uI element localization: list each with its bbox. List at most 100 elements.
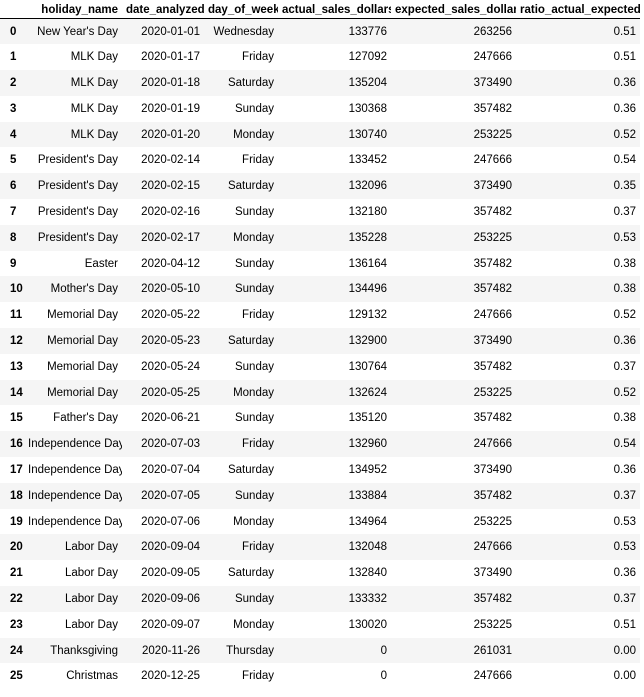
expected-sales-cell: 357482 — [473, 102, 512, 115]
index-header — [0, 0, 24, 19]
actual-sales-cell: 134496 — [348, 283, 387, 296]
day-of-week-cell: Friday — [242, 438, 274, 451]
date-analyzed-cell: 2020-06-21 — [141, 412, 200, 425]
ratio-cell: 0.00 — [613, 670, 636, 683]
date-analyzed-cell: 2020-01-18 — [141, 76, 200, 89]
day-of-week-cell: Saturday — [227, 334, 274, 347]
ratio-cell: 0.53 — [613, 541, 636, 554]
table-row: 16 Independence Day 2020-07-03 Friday 132960… — [0, 431, 640, 458]
ratio-cell: 0.36 — [613, 102, 636, 115]
table-row: 5 President's Day 2020-02-14 Friday 133452 24… — [0, 147, 640, 174]
actual-sales-cell: 134964 — [348, 515, 387, 528]
table-header: holiday_name date_analyzed day_of_week a… — [0, 0, 640, 19]
ratio-cell: 0.37 — [613, 489, 636, 502]
holiday-name-cell: Easter — [84, 257, 118, 270]
table-row: 3 MLK Day 2020-01-19 Sunday 130368 357482 0.36 — [0, 95, 640, 122]
expected-sales-cell: 253225 — [473, 128, 512, 141]
ratio-cell: 0.36 — [613, 334, 636, 347]
table-row: 19 Independence Day 2020-07-06 Monday 134964… — [0, 508, 640, 535]
day-of-week-cell: Sunday — [234, 412, 274, 425]
actual-sales-cell: 133884 — [348, 489, 387, 502]
table-row: 24 Thanksgiving 2020-11-26 Thursday 0 261031 0… — [0, 637, 640, 664]
date-analyzed-cell: 2020-07-05 — [141, 489, 200, 502]
actual-sales-cell: 130764 — [348, 360, 387, 373]
ratio-cell: 0.51 — [613, 51, 636, 64]
expected-sales-cell: 247666 — [473, 51, 512, 64]
column-header-expected-sales-dollars: expected_sales_dollars — [391, 0, 516, 19]
date-analyzed-cell: 2020-04-12 — [141, 257, 200, 270]
day-of-week-cell: Friday — [242, 541, 274, 554]
date-analyzed-cell: 2020-11-26 — [142, 644, 200, 657]
date-analyzed-cell: 2020-05-10 — [141, 283, 200, 296]
row-index: 11 — [10, 309, 23, 322]
ratio-cell: 0.38 — [613, 257, 636, 270]
table-row: 0 New Year's Day 2020-01-01 Wednesday 133776… — [0, 18, 640, 45]
row-index: 18 — [10, 489, 23, 502]
date-analyzed-cell: 2020-01-19 — [141, 102, 200, 115]
table-row: 10 Mother's Day 2020-05-10 Sunday 134496 3574… — [0, 276, 640, 303]
date-analyzed-cell: 2020-09-04 — [141, 541, 200, 554]
ratio-cell: 0.52 — [613, 386, 636, 399]
table-row: 11 Memorial Day 2020-05-22 Friday 129132 2476… — [0, 302, 640, 329]
holiday-name-cell: Labor Day — [64, 567, 118, 580]
day-of-week-cell: Sunday — [234, 205, 274, 218]
expected-sales-cell: 373490 — [473, 180, 512, 193]
holiday-name-cell: Thanksgiving — [50, 644, 118, 657]
actual-sales-cell: 132960 — [348, 438, 387, 451]
ratio-cell: 0.37 — [613, 360, 636, 373]
row-index: 17 — [10, 463, 23, 476]
expected-sales-cell: 253225 — [473, 618, 512, 631]
holiday-name-cell: MLK Day — [70, 128, 118, 141]
column-header-ratio-actual-expected: ratio_actual_expected — [516, 0, 640, 19]
ratio-cell: 0.38 — [613, 412, 636, 425]
row-index: 23 — [10, 618, 23, 631]
table-body: 0 New Year's Day 2020-01-01 Wednesday 133776… — [0, 18, 640, 690]
holiday-name-cell: Mother's Day — [50, 283, 118, 296]
actual-sales-cell: 0 — [380, 670, 387, 683]
day-of-week-cell: Monday — [233, 128, 274, 141]
day-of-week-cell: Sunday — [234, 489, 274, 502]
ratio-cell: 0.54 — [613, 154, 636, 167]
holiday-name-cell: Independence Day — [28, 463, 122, 476]
actual-sales-cell: 135228 — [348, 231, 387, 244]
expected-sales-cell: 253225 — [473, 231, 512, 244]
day-of-week-cell: Friday — [242, 670, 274, 683]
actual-sales-cell: 132180 — [348, 205, 387, 218]
expected-sales-cell: 373490 — [473, 76, 512, 89]
ratio-cell: 0.51 — [613, 25, 636, 38]
table-row: 22 Labor Day 2020-09-06 Sunday 133332 357482 0… — [0, 586, 640, 612]
row-index: 9 — [10, 257, 17, 270]
day-of-week-cell: Saturday — [227, 180, 274, 193]
date-analyzed-cell: 2020-05-24 — [141, 360, 200, 373]
date-analyzed-cell: 2020-01-17 — [141, 51, 200, 64]
ratio-cell: 0.00 — [613, 644, 636, 657]
day-of-week-cell: Sunday — [234, 592, 274, 605]
row-index: 1 — [10, 51, 17, 64]
holiday-name-cell: President's Day — [37, 231, 118, 244]
table-row: 23 Labor Day 2020-09-07 Monday 130020 253225 0… — [0, 611, 640, 638]
day-of-week-cell: Sunday — [234, 102, 274, 115]
day-of-week-cell: Sunday — [234, 257, 274, 270]
table-row: 2 MLK Day 2020-01-18 Saturday 135204 373490 0.… — [0, 70, 640, 96]
row-index: 5 — [10, 154, 17, 167]
date-analyzed-cell: 2020-05-23 — [141, 334, 200, 347]
holiday-name-cell: President's Day — [37, 180, 118, 193]
day-of-week-cell: Friday — [242, 154, 274, 167]
ratio-cell: 0.37 — [613, 205, 636, 218]
actual-sales-cell: 129132 — [348, 309, 387, 322]
holiday-name-cell: Independence Day — [28, 515, 122, 528]
expected-sales-cell: 357482 — [473, 592, 512, 605]
column-header-holiday-name: holiday_name — [24, 0, 122, 19]
expected-sales-cell: 253225 — [473, 515, 512, 528]
date-analyzed-cell: 2020-05-22 — [141, 309, 200, 322]
holiday-name-cell: Christmas — [66, 670, 118, 683]
expected-sales-cell: 247666 — [473, 438, 512, 451]
holiday-name-cell: MLK Day — [70, 51, 118, 64]
date-analyzed-cell: 2020-01-01 — [141, 25, 200, 38]
row-index: 19 — [10, 515, 23, 528]
row-index: 22 — [10, 592, 23, 605]
date-analyzed-cell: 2020-07-04 — [141, 463, 200, 476]
expected-sales-cell: 357482 — [473, 489, 512, 502]
table-row: 13 Memorial Day 2020-05-24 Sunday 130764 3574… — [0, 353, 640, 380]
table-row: 25 Christmas 2020-12-25 Friday 0 247666 0.00 — [0, 663, 640, 690]
